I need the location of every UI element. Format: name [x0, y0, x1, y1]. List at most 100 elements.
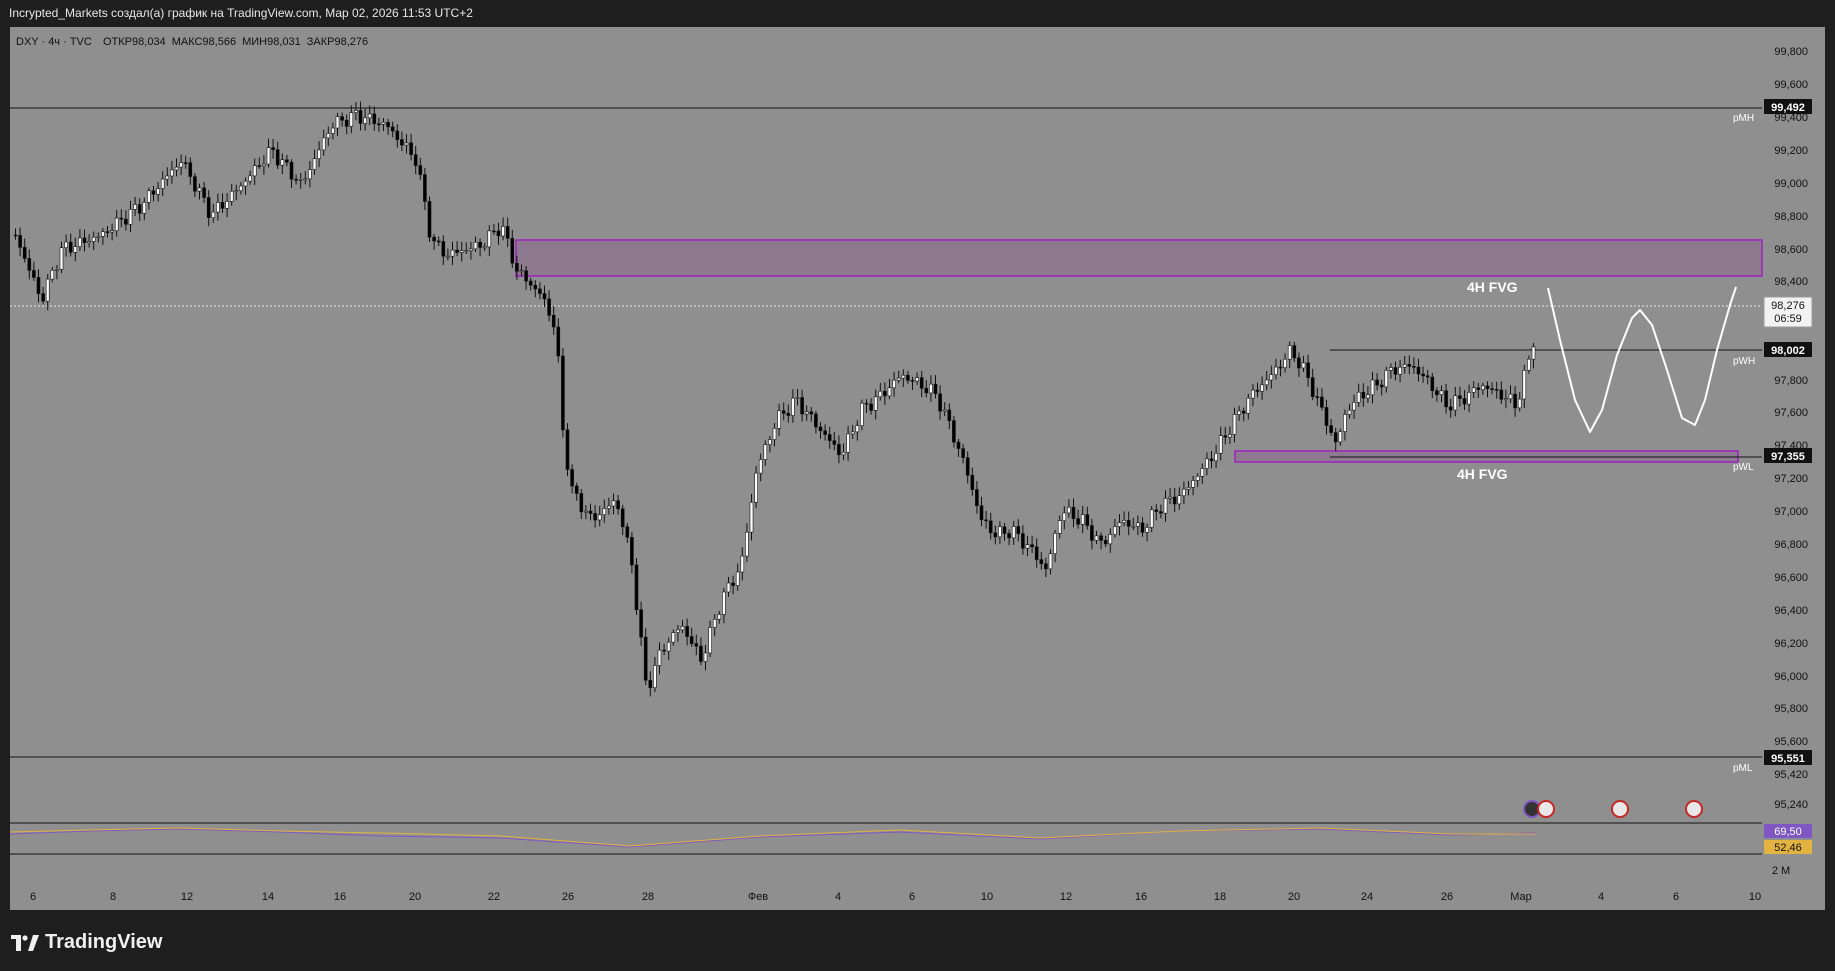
- indicator-pane[interactable]: [10, 824, 1762, 854]
- candle-body: [510, 238, 515, 264]
- candle-body: [1448, 406, 1453, 411]
- price-tick-label: 96,800: [1774, 539, 1808, 551]
- candle-body: [1297, 357, 1301, 369]
- candle-body: [837, 444, 841, 456]
- candle-body: [726, 582, 731, 593]
- candle-body: [712, 618, 717, 628]
- fvg-zone-upper[interactable]: [515, 239, 1763, 277]
- candle-body: [1011, 526, 1016, 539]
- candle-body: [653, 665, 657, 688]
- ohlc-legend: ОТКР98,034 МАКС98,566 МИН98,031 ЗАКР98,276: [103, 36, 368, 48]
- candle-body: [929, 383, 933, 394]
- candle-body: [1191, 480, 1195, 488]
- candle-body: [326, 133, 331, 139]
- candle-body: [708, 627, 712, 654]
- candle-body: [639, 609, 643, 638]
- candle-body: [588, 510, 593, 514]
- candle-body: [1016, 526, 1021, 534]
- us-flag-icon[interactable]: [1611, 800, 1629, 818]
- candlestick-series[interactable]: [13, 101, 1536, 697]
- candle-body: [1278, 366, 1283, 369]
- price-tick-label: 97,800: [1774, 375, 1808, 387]
- price-tick-label: 95,600: [1774, 736, 1808, 748]
- candle-body: [1246, 397, 1251, 414]
- candle-body: [202, 187, 206, 198]
- candle-body: [1333, 432, 1338, 443]
- time-tick-label: 10: [981, 891, 993, 903]
- candle-body: [703, 652, 708, 662]
- projection-path[interactable]: [1547, 286, 1737, 433]
- candle-body: [1402, 364, 1407, 368]
- candle-body: [390, 126, 395, 132]
- time-axis[interactable]: 6 8 12 14 16 20 22 26 28 Фев 4 6 10 12 16 18 20 24 26 Мар 4 6…: [30, 891, 1761, 903]
- candle-body: [441, 241, 446, 257]
- candle-body: [423, 174, 427, 202]
- candle-body: [459, 250, 464, 253]
- time-tick-label: Мар: [1510, 891, 1532, 903]
- candle-body: [18, 235, 22, 248]
- candle-body: [901, 374, 906, 379]
- candle-body: [965, 457, 970, 476]
- price-tick-label: 98,800: [1774, 211, 1808, 223]
- us-flag-icon[interactable]: [1537, 800, 1555, 818]
- candle-body: [602, 508, 607, 516]
- candle-body: [1260, 384, 1264, 392]
- candle-body: [257, 165, 262, 167]
- candle-body: [975, 489, 979, 507]
- tradingview-logo[interactable]: TradingView: [11, 931, 162, 954]
- indicator-line[interactable]: [9, 827, 1535, 847]
- candle-body: [446, 255, 450, 258]
- candle-body: [1384, 370, 1389, 388]
- candle-body: [469, 248, 473, 251]
- candle-body: [1481, 385, 1485, 390]
- candle-body: [432, 236, 436, 242]
- candle-body: [1485, 385, 1490, 389]
- candle-body: [1439, 390, 1444, 395]
- candle-body: [505, 226, 510, 239]
- candle-body: [947, 409, 952, 421]
- candle-body: [570, 469, 574, 487]
- candle-body: [197, 187, 202, 192]
- candle-body: [487, 230, 492, 248]
- candle-body: [938, 393, 942, 412]
- pml-price-badge: [1764, 750, 1812, 765]
- candle-body: [193, 176, 197, 192]
- candle-body: [105, 231, 110, 233]
- candle-body: [998, 526, 1002, 538]
- fvg-lower-label[interactable]: 4H FVG: [1457, 466, 1508, 482]
- candle-body: [1205, 458, 1209, 469]
- candle-body: [1182, 488, 1186, 497]
- symbol-name[interactable]: DXY · 4ч · TVC: [16, 36, 92, 48]
- fvg-upper-label[interactable]: 4H FVG: [1467, 279, 1518, 295]
- us-flag-icon[interactable]: [1685, 800, 1703, 818]
- candle-body: [883, 390, 887, 397]
- candle-body: [1315, 396, 1320, 398]
- indicator-signal-line[interactable]: [9, 828, 1536, 848]
- candle-body: [841, 451, 846, 456]
- event-icons[interactable]: [1523, 800, 1703, 818]
- candle-body: [436, 240, 441, 243]
- candle-body: [147, 190, 151, 203]
- candle-body: [1080, 514, 1085, 525]
- price-tick-label: 98,400: [1774, 276, 1808, 288]
- candle-body: [1053, 533, 1057, 554]
- candle-body: [1172, 496, 1177, 505]
- candle-body: [547, 298, 551, 316]
- candle-body: [772, 428, 777, 440]
- pwl-label: pWL: [1733, 462, 1754, 473]
- price-chart[interactable]: DXY · 4ч · TVC ОТКР98,034 МАКС98,566 МИН98…: [9, 27, 1825, 910]
- candle-body: [501, 226, 505, 237]
- candle-body: [855, 425, 860, 433]
- candle-body: [630, 537, 634, 566]
- chart-pane[interactable]: DXY · 4ч · TVC ОТКР98,034 МАКС98,566 МИН98…: [9, 27, 1825, 910]
- price-axis[interactable]: 99,800 99,600 99,400 99,200 99,000 98,800 98,6…: [1774, 46, 1808, 811]
- candle-body: [114, 217, 119, 231]
- candle-body: [73, 246, 78, 253]
- time-tick-label: 16: [1135, 891, 1147, 903]
- candle-body: [1347, 409, 1352, 415]
- candle-body: [680, 626, 685, 631]
- candle-body: [381, 122, 386, 125]
- candle-body: [1379, 384, 1384, 388]
- tradingview-wordmark: TradingView: [45, 931, 163, 953]
- candle-body: [340, 116, 344, 121]
